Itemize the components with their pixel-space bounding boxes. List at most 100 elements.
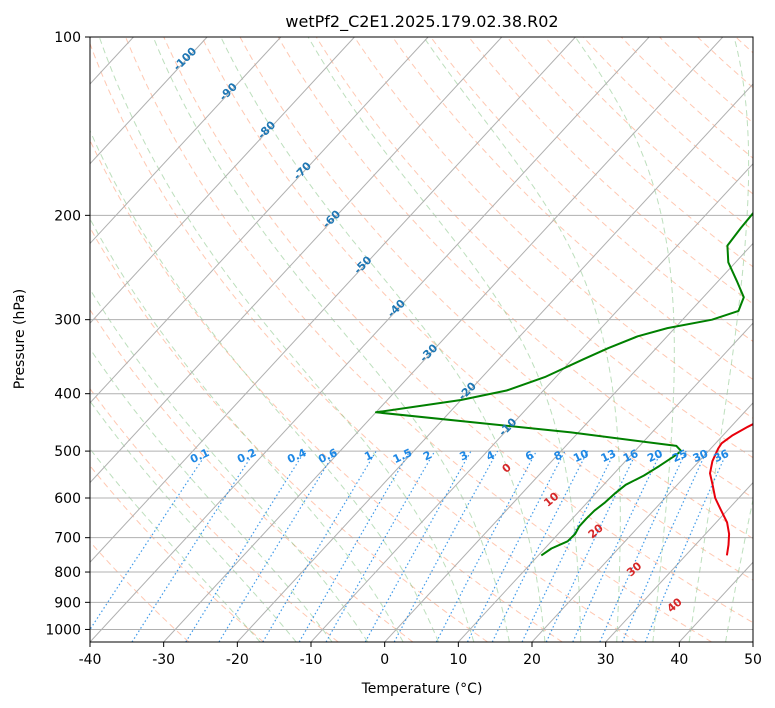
mixing-ratio-line — [621, 450, 708, 642]
dry-adiabat — [582, 37, 753, 195]
isotherm — [90, 37, 503, 484]
dry-adiabat — [468, 37, 753, 305]
y-tick-label: 500 — [54, 444, 81, 460]
moist-adiabat — [307, 37, 582, 642]
x-tick-label: -40 — [79, 652, 102, 668]
mixing-ratio-line — [572, 450, 662, 642]
y-tick-label: 200 — [54, 208, 81, 224]
isotherm — [531, 402, 753, 642]
isotherm — [605, 481, 753, 642]
isotherm — [90, 37, 576, 564]
isotherm — [90, 37, 208, 165]
moist-adiabat — [90, 217, 404, 642]
moist-adiabat-label: 30 — [624, 559, 644, 579]
dry-adiabat — [201, 37, 753, 581]
dry-adiabat — [392, 37, 753, 381]
dry-adiabat — [659, 37, 753, 124]
moist-adiabat — [688, 37, 750, 642]
isotherm — [0, 37, 60, 642]
dry-adiabat — [277, 37, 753, 499]
isotherm — [90, 37, 650, 642]
mixing-ratio-label: 0.4 — [285, 446, 308, 466]
y-tick-label: 400 — [54, 387, 81, 403]
mixing-ratio-label: 1.5 — [391, 446, 414, 466]
x-tick-label: -10 — [300, 652, 323, 668]
mixing-ratio-line — [262, 450, 377, 642]
mixing-ratio-line — [435, 450, 537, 642]
mixing-ratio-line — [218, 450, 337, 642]
y-tick-label: 700 — [54, 531, 81, 547]
isotherm — [163, 37, 724, 642]
y-tick-label: 800 — [54, 565, 81, 581]
y-tick-label: 300 — [54, 313, 81, 329]
dry-adiabat-label: -60 — [320, 207, 343, 230]
x-tick-label: 0 — [380, 652, 389, 668]
dry-adiabat — [697, 37, 753, 89]
y-axis-label: Pressure (hPa) — [12, 289, 28, 389]
mixing-ratio-label: 20 — [645, 447, 665, 465]
dry-adiabat — [90, 387, 339, 642]
dry-adiabat — [735, 37, 753, 54]
mixing-ratio-line — [90, 450, 209, 631]
mixing-ratio-label: 30 — [691, 447, 711, 465]
mixing-ratio-label: 16 — [621, 447, 641, 465]
dry-adiabat — [125, 37, 712, 642]
dry-adiabat — [90, 465, 264, 642]
moist-adiabat-label: 20 — [586, 521, 606, 541]
dry-adiabat-label: -90 — [217, 80, 240, 103]
moist-adiabat — [90, 129, 439, 642]
isotherm — [310, 163, 753, 642]
mixing-ratio-label: 10 — [571, 447, 591, 465]
x-tick-label: 50 — [744, 652, 762, 668]
y-tick-label: 100 — [54, 30, 81, 46]
mixing-ratio-label: 36 — [712, 447, 732, 465]
isotherm — [90, 37, 429, 404]
isotherm — [90, 37, 282, 245]
dry-adiabat-label: -40 — [385, 297, 408, 320]
isotherm — [236, 83, 753, 642]
dry-adiabat-label: -50 — [351, 253, 374, 276]
moist-adiabat — [98, 37, 475, 642]
plot-clip-group: 0.1 0.2 0.4 0.6 1 1.5 2 3 4 6 8 10 13 16 20 25 30 36-100-… — [0, 37, 753, 642]
chart-title: wetPf2_C2E1.2025.179.02.38.R02 — [285, 12, 558, 32]
temperature-profile — [709, 423, 753, 556]
mixing-ratio-line — [364, 450, 472, 642]
mixing-ratio-line — [599, 450, 687, 642]
mixing-ratio-line — [466, 450, 566, 642]
mixing-ratio-line — [644, 450, 728, 642]
plot-area: 0.1 0.2 0.4 0.6 1 1.5 2 3 4 6 8 10 13 16 20 25 30 36-100-… — [0, 30, 762, 668]
y-tick-label: 900 — [54, 595, 81, 611]
dry-adiabat-label: -80 — [255, 118, 278, 141]
dry-adiabat — [90, 541, 190, 642]
x-tick-label: 30 — [597, 652, 615, 668]
y-tick-label: 600 — [54, 491, 81, 507]
dry-adiabat — [239, 37, 753, 540]
mixing-ratio-label: 0.6 — [316, 446, 339, 466]
dry-adiabat — [544, 37, 753, 231]
moist-adiabat — [90, 400, 297, 642]
x-axis-label: Temperature (°C) — [361, 681, 483, 697]
mixing-ratio-line — [185, 450, 306, 642]
y-tick-label: 1000 — [45, 622, 81, 638]
moist-adiabat-label: 10 — [541, 489, 561, 509]
mixing-ratio-line — [393, 450, 499, 642]
moist-adiabat — [220, 37, 546, 642]
dry-adiabat — [90, 226, 488, 642]
x-tick-label: 20 — [523, 652, 541, 668]
isotherm — [90, 37, 355, 324]
dry-adiabat — [353, 37, 753, 419]
moist-adiabat — [574, 37, 675, 642]
mixing-ratio-line — [491, 450, 589, 642]
dry-adiabat-label: -30 — [417, 341, 440, 364]
dry-adiabat — [506, 37, 753, 268]
moist-adiabat — [725, 497, 753, 642]
moist-adiabat-label: 0 — [500, 461, 514, 476]
mixing-ratio-line — [131, 450, 256, 642]
dewpoint-profile — [375, 211, 753, 557]
moist-adiabat — [423, 37, 621, 642]
dry-adiabat — [90, 308, 414, 642]
x-tick-label: -30 — [152, 652, 175, 668]
moist-adiabat — [90, 288, 369, 642]
x-tick-label: 10 — [449, 652, 467, 668]
